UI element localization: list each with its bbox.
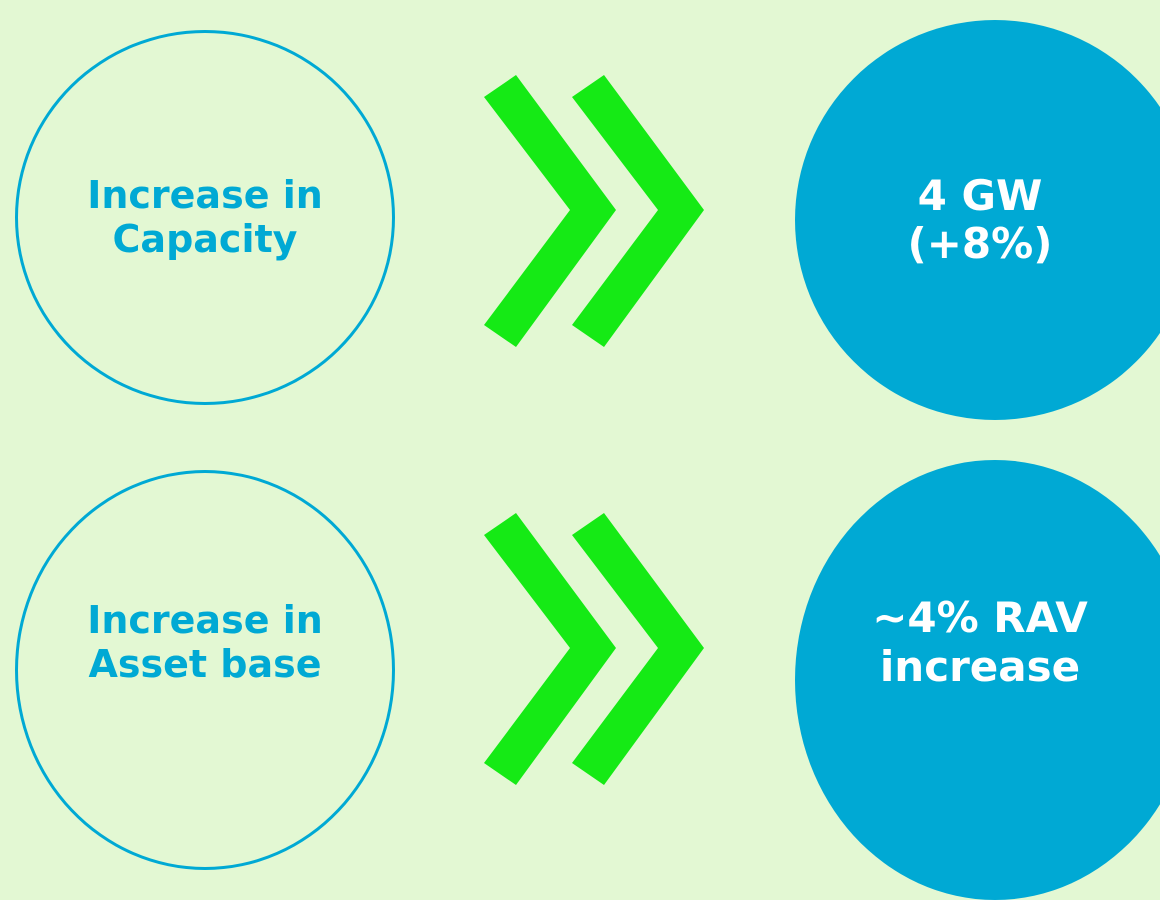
double-chevron-right-icon bbox=[484, 513, 704, 785]
capacity-result-line1: 4 GW bbox=[917, 170, 1043, 220]
chevron-left-shape bbox=[484, 513, 616, 785]
capacity-label-line2: Capacity bbox=[112, 216, 298, 261]
double-chevron-right-icon bbox=[484, 75, 704, 347]
rav-result-circle: ~4% RAV increase bbox=[795, 460, 1160, 900]
asset-base-label: Increase in Asset base bbox=[87, 597, 323, 686]
rav-result-line2: increase bbox=[879, 641, 1081, 691]
capacity-result-line2: (+8%) bbox=[907, 219, 1053, 268]
capacity-label: Increase in Capacity bbox=[87, 172, 323, 261]
capacity-result-label: 4 GW (+8%) bbox=[907, 170, 1053, 269]
asset-base-label-line2: Asset base bbox=[88, 641, 322, 686]
rav-result-line1: ~4% RAV bbox=[872, 593, 1088, 643]
rav-result-label: ~4% RAV increase bbox=[872, 593, 1088, 691]
chevron-left-shape bbox=[484, 75, 616, 347]
chevron-right-shape bbox=[572, 513, 704, 785]
capacity-circle: Increase in Capacity bbox=[15, 30, 395, 405]
asset-base-circle: Increase in Asset base bbox=[15, 470, 395, 870]
capacity-label-line1: Increase in bbox=[87, 172, 323, 217]
chevron-right-shape bbox=[572, 75, 704, 347]
capacity-result-circle: 4 GW (+8%) bbox=[795, 20, 1160, 420]
asset-base-label-line1: Increase in bbox=[87, 597, 323, 642]
